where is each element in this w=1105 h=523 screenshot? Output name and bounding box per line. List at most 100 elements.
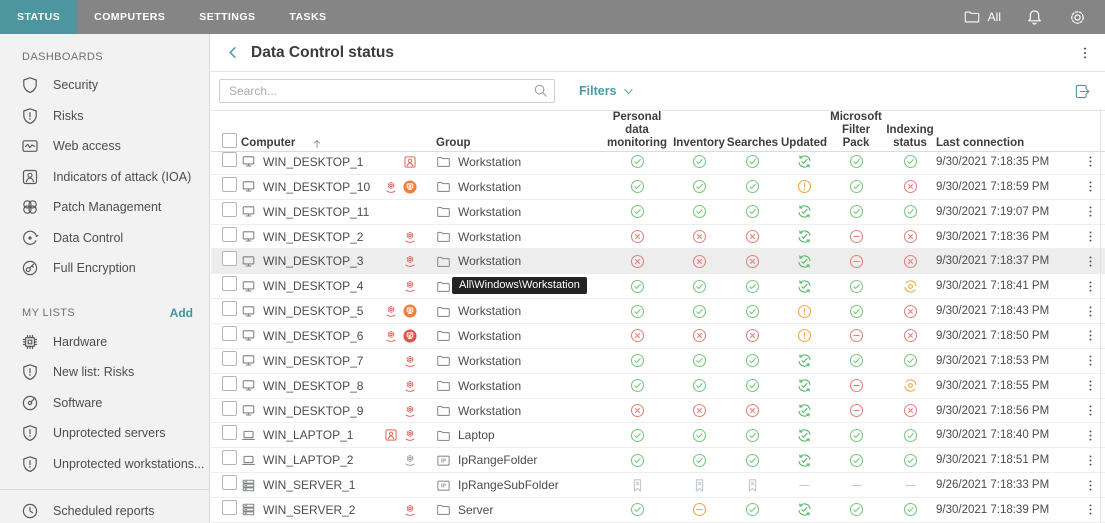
kebab-menu-icon[interactable]: [1084, 454, 1097, 467]
sidebar-item-data-control[interactable]: Data Control: [0, 223, 209, 254]
status-cell: [673, 378, 725, 393]
row-checkbox[interactable]: [222, 375, 237, 391]
table-row[interactable]: WIN_DESKTOP_11 Workstation 9/30/2021 7:19:…: [211, 200, 1105, 225]
sidebar-item-web-access[interactable]: Web access: [0, 131, 209, 162]
row-checkbox[interactable]: [222, 350, 237, 366]
table-row[interactable]: WIN_DESKTOP_3 Workstation 9/30/2021 7:18:3…: [211, 249, 1105, 275]
status-cell: [884, 428, 936, 443]
row-checkbox[interactable]: [222, 325, 237, 341]
check-circle: [745, 378, 760, 393]
row-checkbox[interactable]: [222, 400, 237, 416]
table-row[interactable]: WIN_DESKTOP_10 Workstation 9/30/2021 7:18:…: [211, 175, 1105, 200]
sidebar-item-hardware[interactable]: Hardware: [0, 327, 209, 358]
row-menu-cell: [1076, 404, 1105, 417]
server-icon: [241, 478, 256, 493]
notifications-bell-icon[interactable]: [1025, 8, 1044, 27]
folder-icon: [436, 304, 451, 319]
filters-button[interactable]: Filters: [579, 84, 635, 98]
search-input[interactable]: [219, 79, 555, 103]
table-row[interactable]: WIN_DESKTOP_2 Workstation 9/30/2021 7:18:3…: [211, 225, 1105, 250]
kebab-menu-icon[interactable]: [1084, 329, 1097, 342]
table-row[interactable]: WIN_DESKTOP_7 Workstation 9/30/2021 7:18:5…: [211, 349, 1105, 374]
row-checkbox[interactable]: [222, 276, 237, 292]
sidebar-item-unprotected-servers[interactable]: Unprotected servers: [0, 418, 209, 449]
row-checkbox[interactable]: [222, 201, 237, 217]
sidebar-item-patch-management[interactable]: Patch Management: [0, 192, 209, 223]
computer-cell: WIN_DESKTOP_1: [241, 150, 426, 174]
kebab-menu-icon[interactable]: [1084, 404, 1097, 417]
check-circle: [903, 453, 918, 468]
sort-ascending-icon[interactable]: [311, 138, 323, 150]
table-row[interactable]: WIN_LAPTOP_1 Laptop 9/30/2021 7:18:40 PM: [211, 423, 1105, 449]
search-icon: [533, 83, 548, 98]
status-cell: [780, 328, 828, 343]
status-cell: [828, 204, 884, 219]
kebab-menu-icon[interactable]: [1084, 429, 1097, 442]
group-filter-selector[interactable]: All: [963, 8, 1001, 26]
computer-name: WIN_DESKTOP_8: [263, 378, 364, 393]
kebab-menu-icon[interactable]: [1084, 155, 1097, 168]
add-list-button[interactable]: Add: [169, 305, 193, 320]
computer-cell: WIN_DESKTOP_6: [241, 324, 426, 348]
kebab-menu-icon[interactable]: [1084, 280, 1097, 293]
table-row[interactable]: WIN_LAPTOP_2 IP IpRangeFolder 9/30/2021 7:1…: [211, 448, 1105, 474]
sidebar-item-risks[interactable]: Risks: [0, 101, 209, 132]
kebab-menu-icon[interactable]: [1084, 503, 1097, 516]
row-checkbox[interactable]: [222, 450, 237, 466]
kebab-menu-icon[interactable]: [1084, 479, 1097, 492]
group-cell: Workstation: [426, 374, 601, 398]
kebab-menu-icon[interactable]: [1084, 205, 1097, 218]
row-checkbox[interactable]: [222, 251, 237, 267]
row-checkbox[interactable]: [222, 301, 237, 317]
table-row[interactable]: WIN_DESKTOP_1 Workstation 9/30/2021 7:18:3…: [211, 150, 1105, 175]
laptop-icon: [241, 428, 256, 443]
computer-alert-icons: [403, 155, 426, 169]
desktop-icon: [241, 204, 256, 219]
computer-alert-icons: [403, 354, 426, 368]
row-checkbox-cell: [211, 400, 241, 421]
folder-icon: [436, 279, 451, 294]
row-checkbox[interactable]: [222, 151, 237, 167]
row-checkbox-cell: [211, 226, 241, 247]
check-circle: [692, 179, 707, 194]
table-row[interactable]: WIN_DESKTOP_4 WorkstationAll\Windows\Work…: [211, 274, 1105, 300]
column-header-computer[interactable]: Computer: [241, 111, 426, 156]
tab-status[interactable]: STATUS: [0, 0, 78, 34]
row-checkbox[interactable]: [222, 475, 237, 491]
sidebar-item-indicators-of-attack-ioa[interactable]: Indicators of attack (IOA): [0, 162, 209, 193]
kebab-menu-icon[interactable]: [1084, 230, 1097, 243]
settings-gear-icon[interactable]: [1068, 8, 1087, 27]
kebab-menu-icon[interactable]: [1084, 354, 1097, 367]
sidebar-item-security[interactable]: Security: [0, 70, 209, 101]
table-row[interactable]: WIN_DESKTOP_8 Workstation 9/30/2021 7:18:5…: [211, 374, 1105, 399]
table-row[interactable]: WIN_SERVER_2 Server 9/30/2021 7:18:39 PM: [211, 498, 1105, 523]
row-checkbox[interactable]: [222, 499, 237, 515]
page-kebab-menu-icon[interactable]: [1078, 46, 1092, 60]
tab-settings[interactable]: SETTINGS: [199, 11, 256, 23]
tab-tasks[interactable]: TASKS: [289, 11, 327, 23]
table-row[interactable]: WIN_DESKTOP_9 Workstation 9/30/2021 7:18:5…: [211, 399, 1105, 424]
row-checkbox[interactable]: [222, 226, 237, 242]
sidebar-item-scheduled-reports[interactable]: Scheduled reports: [0, 496, 209, 523]
select-all-checkbox[interactable]: [222, 132, 237, 148]
row-checkbox[interactable]: [222, 425, 237, 441]
last-connection: 9/30/2021 7:18:50 PM: [936, 329, 1050, 342]
kebab-menu-icon[interactable]: [1084, 180, 1097, 193]
table-row[interactable]: WIN_DESKTOP_6 Workstation 9/30/2021 7:18:5…: [211, 324, 1105, 349]
sidebar-item-new-list-risks[interactable]: New list: Risks: [0, 357, 209, 388]
sidebar-item-unprotected-workstations[interactable]: Unprotected workstations...: [0, 449, 209, 480]
export-icon[interactable]: [1073, 82, 1092, 101]
back-chevron-icon[interactable]: [226, 45, 241, 60]
sidebar-item-software[interactable]: Software: [0, 388, 209, 419]
table-row[interactable]: WIN_DESKTOP_5 Workstation 9/30/2021 7:18:4…: [211, 299, 1105, 325]
row-checkbox[interactable]: [222, 176, 237, 192]
sidebar-item-full-encryption[interactable]: Full Encryption: [0, 253, 209, 284]
group-name: IpRangeSubFolder: [458, 478, 559, 493]
kebab-menu-icon[interactable]: [1084, 379, 1097, 392]
kebab-menu-icon[interactable]: [1084, 305, 1097, 318]
check-circle: [745, 453, 760, 468]
status-cell: [884, 378, 936, 393]
kebab-menu-icon[interactable]: [1084, 255, 1097, 268]
table-row[interactable]: WIN_SERVER_1 IP IpRangeSubFolder 9/26/2021 …: [211, 473, 1105, 499]
tab-computers[interactable]: COMPUTERS: [94, 11, 166, 23]
